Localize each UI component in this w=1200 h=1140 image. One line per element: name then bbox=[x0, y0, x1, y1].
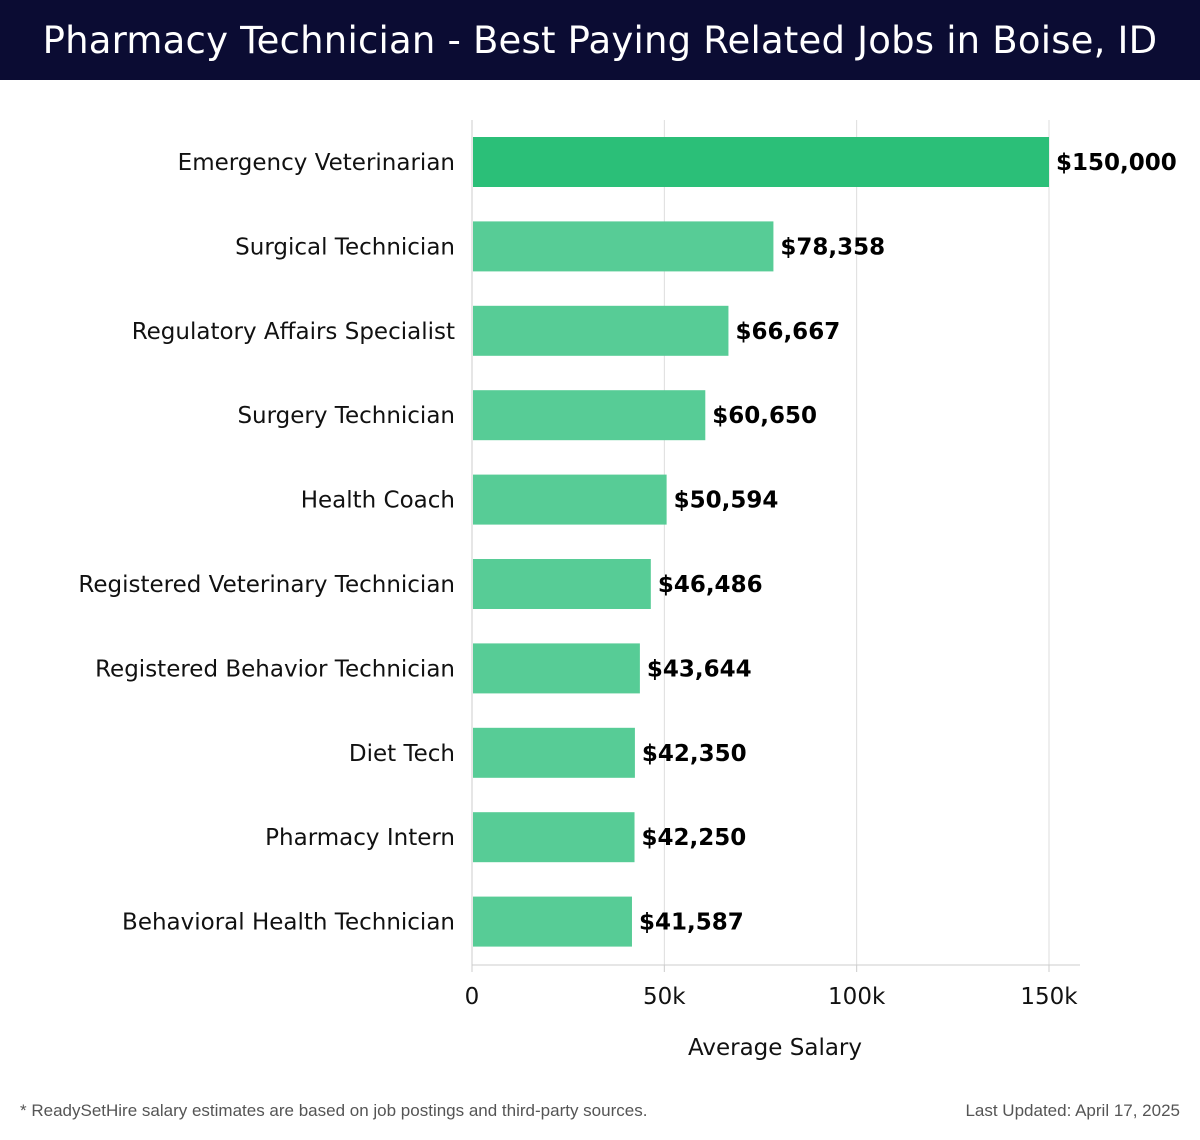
category-label: Regulatory Affairs Specialist bbox=[132, 319, 455, 345]
labels: 0 50k 100k 150k Emergency Veterinarian $150,0… bbox=[78, 150, 1176, 1010]
value-label: $42,350 bbox=[642, 741, 747, 767]
value-label: $42,250 bbox=[642, 825, 747, 851]
bar bbox=[473, 221, 774, 272]
bar bbox=[473, 812, 635, 863]
category-label: Registered Behavior Technician bbox=[95, 656, 455, 682]
bar bbox=[473, 390, 706, 441]
x-tick-label: 0 bbox=[465, 984, 480, 1010]
category-label: Health Coach bbox=[301, 488, 455, 514]
bar bbox=[473, 896, 632, 947]
x-tick-label: 50k bbox=[643, 984, 686, 1010]
last-updated: Last Updated: April 17, 2025 bbox=[965, 1101, 1180, 1120]
value-label: $60,650 bbox=[712, 403, 817, 429]
category-label: Registered Veterinary Technician bbox=[78, 572, 455, 598]
chart-title: Pharmacy Technician - Best Paying Relate… bbox=[42, 18, 1158, 62]
category-label: Diet Tech bbox=[349, 741, 455, 767]
x-tick-label: 100k bbox=[828, 984, 886, 1010]
footer-note: * ReadySetHire salary estimates are base… bbox=[20, 1101, 648, 1120]
value-label: $78,358 bbox=[780, 234, 885, 260]
bar bbox=[473, 137, 1049, 187]
bars bbox=[473, 137, 1049, 947]
bar bbox=[473, 305, 729, 356]
bar bbox=[473, 643, 640, 694]
value-label: $150,000 bbox=[1056, 150, 1177, 176]
bar bbox=[473, 474, 667, 525]
value-label: $50,594 bbox=[674, 488, 779, 514]
category-label: Surgery Technician bbox=[237, 403, 455, 429]
bar bbox=[473, 559, 651, 609]
value-label: $46,486 bbox=[658, 572, 763, 598]
category-label: Pharmacy Intern bbox=[265, 825, 455, 851]
bar bbox=[473, 727, 635, 778]
x-axis-title: Average Salary bbox=[688, 1035, 862, 1061]
value-label: $41,587 bbox=[639, 910, 744, 936]
chart-header: Pharmacy Technician - Best Paying Relate… bbox=[0, 0, 1200, 80]
bar-chart: 0 50k 100k 150k Emergency Veterinarian $150,0… bbox=[78, 120, 1177, 1061]
category-label: Emergency Veterinarian bbox=[178, 150, 455, 176]
category-label: Behavioral Health Technician bbox=[122, 910, 455, 936]
value-label: $66,667 bbox=[735, 319, 840, 345]
axes bbox=[471, 120, 1080, 972]
x-tick-label: 150k bbox=[1020, 984, 1078, 1010]
value-label: $43,644 bbox=[647, 656, 752, 682]
category-label: Surgical Technician bbox=[235, 234, 455, 260]
